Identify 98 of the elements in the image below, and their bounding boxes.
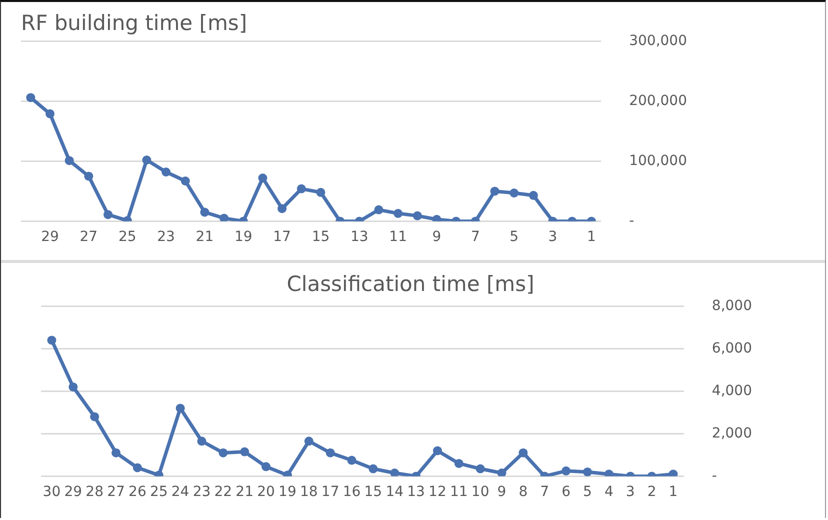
x-tick-label: 25 bbox=[150, 484, 168, 500]
x-tick-label: 29 bbox=[41, 229, 59, 246]
point bbox=[347, 456, 356, 465]
x-tick-label: 27 bbox=[107, 484, 125, 500]
x-tick-label: 19 bbox=[278, 484, 296, 500]
x-tick-label: 5 bbox=[510, 229, 519, 246]
x-tick-label: 16 bbox=[342, 484, 361, 500]
point bbox=[104, 210, 113, 220]
point bbox=[296, 184, 306, 194]
point bbox=[132, 463, 142, 472]
x-tick-label: 3 bbox=[548, 229, 558, 246]
x-tick-label: 26 bbox=[128, 484, 146, 500]
point bbox=[220, 214, 229, 222]
y-tick-label: 6,000 bbox=[712, 340, 752, 356]
point bbox=[510, 188, 519, 198]
point bbox=[262, 462, 271, 472]
point bbox=[476, 464, 485, 474]
point bbox=[176, 404, 185, 413]
x-tick-label: 22 bbox=[214, 484, 232, 500]
x-tick-label: 25 bbox=[118, 229, 136, 246]
point bbox=[26, 93, 36, 102]
point bbox=[240, 447, 250, 456]
x-tick-label: 10 bbox=[471, 484, 490, 500]
point bbox=[582, 467, 592, 476]
x-tick-label: 14 bbox=[386, 484, 404, 500]
x-tick-label: 15 bbox=[364, 484, 382, 500]
point bbox=[47, 336, 56, 345]
point bbox=[180, 176, 190, 186]
point bbox=[390, 468, 400, 476]
x-tick-label: 28 bbox=[86, 484, 104, 500]
x-tick-label: 23 bbox=[192, 484, 211, 500]
point bbox=[197, 436, 206, 446]
point bbox=[304, 436, 314, 446]
point bbox=[490, 186, 500, 196]
point bbox=[432, 446, 442, 456]
point bbox=[528, 190, 538, 200]
x-tick-label: 6 bbox=[562, 484, 571, 500]
y-tick-label: 8,000 bbox=[712, 298, 752, 314]
point bbox=[562, 466, 571, 476]
point bbox=[84, 172, 94, 181]
x-tick-label: 24 bbox=[171, 484, 190, 500]
y-tick-label: 100,000 bbox=[629, 152, 688, 169]
point bbox=[454, 458, 464, 468]
x-tick-label: 13 bbox=[407, 484, 425, 500]
x-tick-label: 9 bbox=[432, 229, 442, 246]
x-tick-label: 5 bbox=[583, 484, 592, 500]
x-tick-label: 4 bbox=[604, 484, 614, 500]
x-tick-label: 18 bbox=[300, 484, 318, 500]
point bbox=[64, 156, 74, 166]
y-tick-label: 2,000 bbox=[712, 425, 752, 442]
point bbox=[497, 468, 506, 476]
point bbox=[218, 448, 228, 458]
x-tick-label: 8 bbox=[518, 484, 528, 500]
x-tick-label: 27 bbox=[80, 229, 98, 246]
x-tick-label: 13 bbox=[350, 229, 368, 246]
x-tick-label: 9 bbox=[497, 484, 506, 500]
point bbox=[90, 412, 100, 422]
x-tick-label: 17 bbox=[273, 229, 291, 246]
point bbox=[368, 464, 378, 474]
y-tick-label: - bbox=[629, 212, 634, 229]
x-tick-label: 1 bbox=[668, 484, 678, 500]
x-tick-label: 11 bbox=[389, 229, 407, 246]
x-tick-label: 17 bbox=[321, 484, 340, 500]
x-tick-label: 21 bbox=[236, 484, 254, 500]
x-tick-label: 29 bbox=[64, 484, 82, 500]
y-tick-label: - bbox=[712, 468, 717, 484]
x-tick-label: 7 bbox=[470, 229, 480, 246]
chart-title: Classification time [ms] bbox=[286, 272, 534, 296]
point bbox=[200, 208, 210, 217]
y-tick-label: 300,000 bbox=[629, 32, 688, 49]
x-tick-label: 2 bbox=[647, 484, 656, 500]
point bbox=[394, 208, 403, 218]
y-tick-label: 200,000 bbox=[629, 92, 688, 109]
x-tick-label: 20 bbox=[257, 484, 275, 500]
y-tick-label: 4,000 bbox=[712, 382, 752, 399]
point bbox=[258, 174, 268, 182]
x-tick-label: 7 bbox=[540, 484, 550, 500]
point bbox=[112, 448, 121, 458]
point bbox=[374, 205, 384, 214]
point bbox=[46, 109, 55, 118]
point bbox=[518, 448, 528, 458]
x-tick-label: 19 bbox=[234, 229, 252, 246]
point bbox=[326, 448, 335, 458]
point bbox=[412, 211, 422, 220]
point bbox=[316, 188, 326, 197]
x-tick-label: 30 bbox=[42, 484, 61, 500]
chart-title: RF building time [ms] bbox=[21, 11, 248, 36]
point bbox=[68, 382, 78, 392]
x-tick-label: 11 bbox=[450, 484, 468, 500]
point bbox=[162, 168, 171, 176]
x-tick-label: 3 bbox=[626, 484, 635, 500]
x-tick-label: 12 bbox=[428, 484, 446, 500]
point bbox=[142, 156, 152, 164]
x-tick-label: 23 bbox=[157, 229, 175, 246]
x-tick-label: 15 bbox=[312, 229, 330, 246]
point bbox=[278, 204, 287, 214]
x-tick-label: 21 bbox=[196, 229, 214, 246]
x-tick-label: 1 bbox=[586, 229, 596, 246]
